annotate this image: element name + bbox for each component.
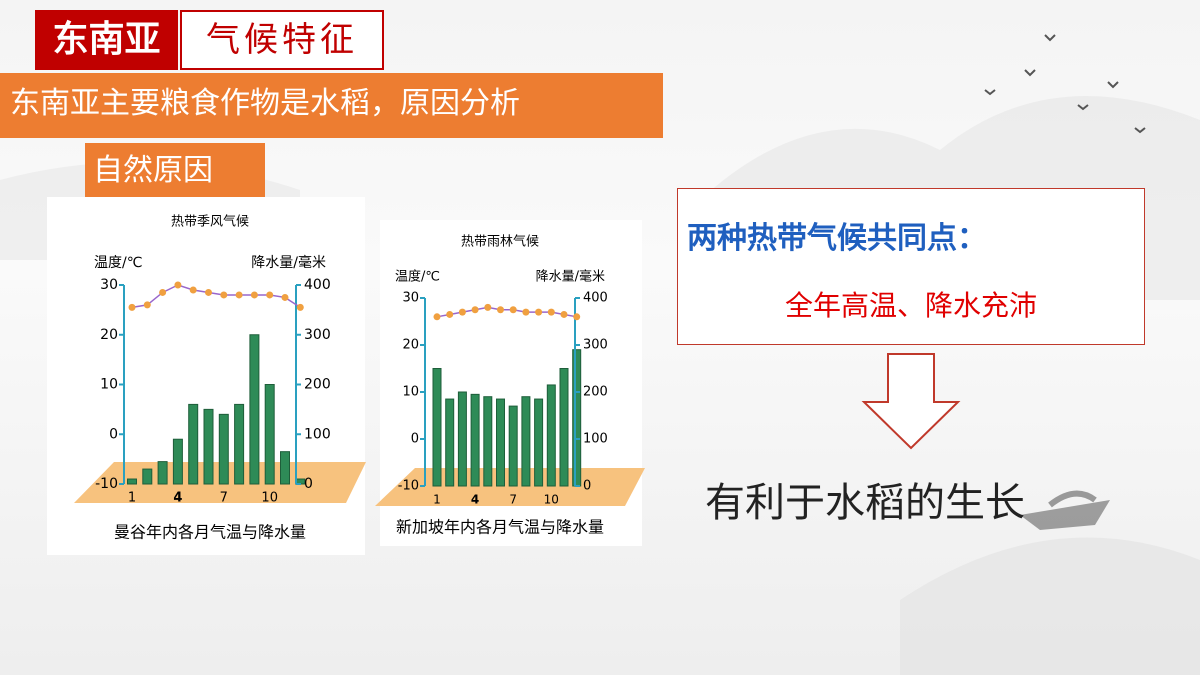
y2-tick-label: 100 xyxy=(304,426,331,442)
marker xyxy=(189,286,197,294)
bar xyxy=(188,403,199,485)
marker xyxy=(296,303,304,311)
marker xyxy=(471,306,479,314)
marker xyxy=(220,291,228,299)
bar xyxy=(496,398,505,487)
marker xyxy=(484,303,492,311)
y-tick-label: 10 xyxy=(402,385,419,400)
marker xyxy=(266,291,274,299)
y2-tick-label: 200 xyxy=(583,385,608,400)
bar xyxy=(521,396,531,487)
bar xyxy=(508,405,518,487)
question-bar: 东南亚主要粮食作物是水稻，原因分析 xyxy=(0,73,663,138)
summary-title: 两种热带气候共同点： xyxy=(687,221,987,256)
bar xyxy=(280,451,290,485)
marker xyxy=(250,291,258,299)
y2-tick-label: 200 xyxy=(304,377,331,393)
y-tick-label: 20 xyxy=(402,338,419,353)
y-tick-label: -10 xyxy=(95,476,118,492)
marker xyxy=(522,308,530,316)
y2-tick-label: 300 xyxy=(583,338,608,353)
bar xyxy=(127,478,137,485)
marker xyxy=(159,288,167,296)
bar xyxy=(483,396,493,487)
y2-tick-label: 300 xyxy=(304,327,331,343)
x-tick-label: 10 xyxy=(261,491,278,506)
marker xyxy=(235,291,243,299)
summary-text: 全年高温、降水充沛 xyxy=(784,289,1037,322)
x-tick-label: 10 xyxy=(544,493,559,507)
x-tick-label: 1 xyxy=(128,491,136,506)
x-tick-label: 4 xyxy=(173,491,182,506)
temperature-line xyxy=(436,306,577,318)
x-tick-label: 4 xyxy=(471,493,479,507)
chart-title: 热带雨林气候 xyxy=(461,234,539,250)
bar xyxy=(559,368,569,487)
bar xyxy=(218,413,229,485)
summary-box: 两种热带气候共同点： 全年高温、降水充沛 xyxy=(677,188,1145,345)
y2-tick-label: 400 xyxy=(583,291,608,306)
y-tick-label: 30 xyxy=(402,291,419,306)
y2-tick-label: 400 xyxy=(304,277,331,293)
y2-tick-label: 100 xyxy=(583,432,608,447)
bar xyxy=(264,384,275,485)
bar xyxy=(470,393,480,487)
y-axis-label: 温度/℃ xyxy=(94,255,142,271)
marker xyxy=(497,306,504,314)
bar xyxy=(157,461,168,485)
bar xyxy=(445,398,455,487)
y2-tick-label: 0 xyxy=(583,479,591,494)
y2-axis-label: 降水量/毫米 xyxy=(251,254,326,271)
bar xyxy=(249,334,260,485)
marker xyxy=(433,313,441,321)
bar xyxy=(432,368,442,487)
down-arrow xyxy=(861,353,961,450)
y-tick-label: 30 xyxy=(100,277,118,293)
bar xyxy=(572,349,582,487)
bar xyxy=(142,468,153,485)
y2-axis-label: 降水量/毫米 xyxy=(536,269,605,285)
chart-caption: 曼谷年内各月气温与降水量 xyxy=(114,523,306,542)
bar xyxy=(534,398,544,487)
marker xyxy=(458,308,466,316)
bar xyxy=(457,391,467,487)
x-tick-label: 7 xyxy=(509,493,517,507)
bar xyxy=(546,384,556,487)
marker xyxy=(547,308,555,316)
bar xyxy=(172,438,183,485)
y-tick-label: 0 xyxy=(411,432,419,447)
temperature-line xyxy=(131,284,301,309)
subhead: 自然原因 xyxy=(85,143,265,198)
chart-title: 热带季风气候 xyxy=(171,214,249,230)
conclusion: 有利于水稻的生长 xyxy=(705,480,1025,526)
marker xyxy=(128,303,136,311)
marker xyxy=(509,306,517,314)
bar xyxy=(203,408,214,485)
chart-caption: 新加坡年内各月气温与降水量 xyxy=(396,518,604,537)
marker xyxy=(560,310,568,318)
marker xyxy=(446,310,454,318)
y-axis-label: 温度/℃ xyxy=(395,269,440,285)
marker xyxy=(205,288,212,296)
y-tick-label: 20 xyxy=(100,327,118,343)
y-tick-label: -10 xyxy=(398,479,419,494)
marker xyxy=(573,313,581,321)
marker xyxy=(535,308,543,316)
x-tick-label: 7 xyxy=(220,491,228,506)
marker xyxy=(281,293,289,301)
topic-badge: 气候特征 xyxy=(180,10,384,70)
y2-tick-label: 0 xyxy=(304,476,313,492)
marker xyxy=(174,281,182,289)
marker xyxy=(143,301,151,309)
region-badge: 东南亚 xyxy=(35,10,178,70)
y-tick-label: 0 xyxy=(109,426,118,442)
y-tick-label: 10 xyxy=(100,377,118,393)
bar xyxy=(234,403,245,485)
x-tick-label: 1 xyxy=(433,493,441,507)
